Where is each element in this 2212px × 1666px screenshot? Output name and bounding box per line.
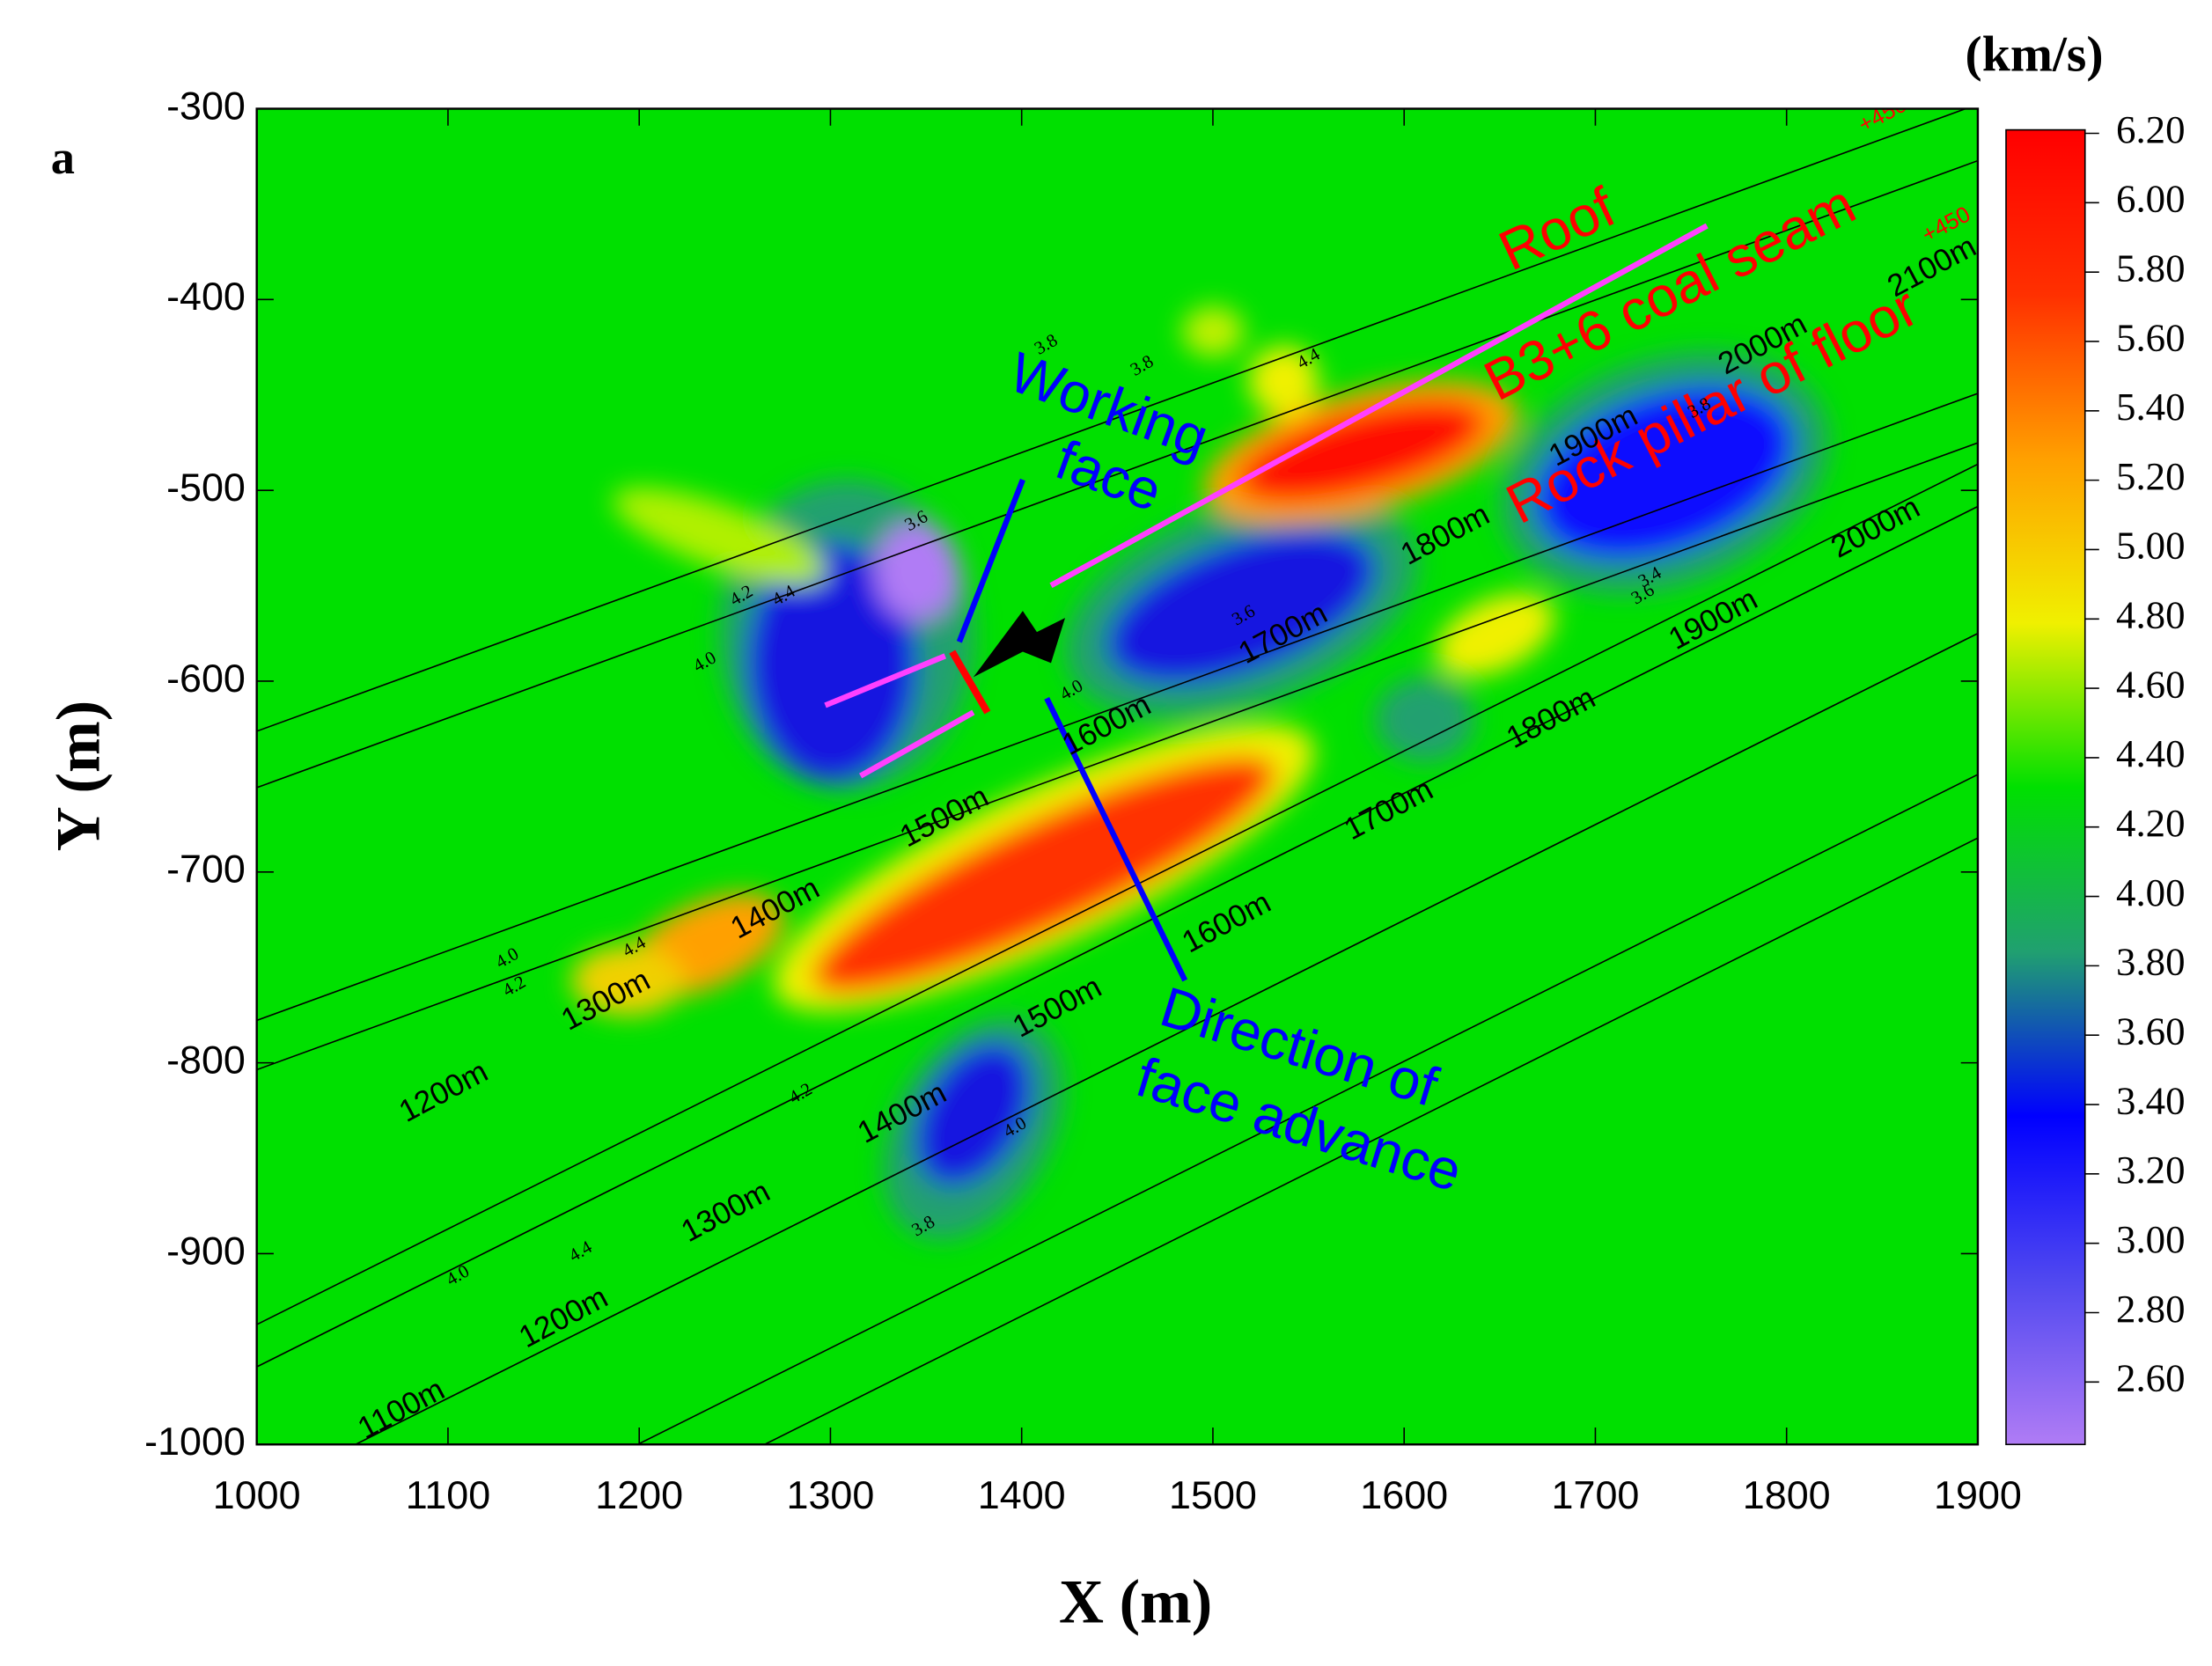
y-tick-label: -400 — [166, 274, 246, 319]
plot-frame — [255, 107, 1980, 1446]
advance-arrow-head — [973, 611, 1066, 678]
x-tick-label: 1700 — [1552, 1472, 1640, 1517]
y-tick-label: -600 — [166, 656, 246, 701]
y-axis-title: Y (m) — [44, 701, 113, 852]
colorbar-tick-label: 2.80 — [2116, 1287, 2186, 1331]
x-tick-label: 1400 — [978, 1472, 1066, 1517]
panel-label: a — [51, 130, 75, 184]
y-tick-label: -300 — [166, 83, 246, 128]
working-face — [949, 650, 991, 715]
colorbar-tick-label: 3.00 — [2116, 1217, 2186, 1261]
y-tick-label: -800 — [166, 1037, 246, 1082]
roadways — [256, 108, 1978, 1445]
colorbar-tick-label: 6.20 — [2116, 107, 2186, 151]
pointer-arrows — [956, 478, 1188, 982]
colorbar-tick-label: 3.80 — [2116, 940, 2186, 984]
anomalies — [571, 305, 1829, 1240]
y-tick-label: -900 — [166, 1228, 246, 1273]
x-tick-label: 1300 — [787, 1472, 875, 1517]
y-tick-label: -700 — [166, 847, 246, 892]
x-tick-label: 1600 — [1360, 1472, 1448, 1517]
x-tick-label: 1800 — [1743, 1472, 1831, 1517]
colorbar-tick-label: 4.60 — [2116, 662, 2186, 706]
colorbar — [2005, 128, 2086, 1446]
colorbar-tick-label: 4.40 — [2116, 731, 2186, 775]
colorbar-tick-label: 4.00 — [2116, 870, 2186, 914]
colorbar-tick-label: 5.80 — [2116, 246, 2186, 290]
colorbar-tick-label: 4.20 — [2116, 801, 2186, 845]
x-tick-label: 1900 — [1934, 1472, 2022, 1517]
x-tick-label: 1100 — [406, 1472, 490, 1517]
x-tick-label: 1200 — [595, 1472, 683, 1517]
x-tick-label: 1500 — [1169, 1472, 1257, 1517]
colorbar-tick-label: 3.60 — [2116, 1009, 2186, 1053]
colorbar-tick-label: 3.40 — [2116, 1078, 2186, 1122]
x-tick-label: 1000 — [213, 1472, 301, 1517]
colorbar-title: (km/s) — [1966, 27, 2104, 83]
colorbar-tick-label: 4.80 — [2116, 593, 2186, 637]
colorbar-tick-label: 5.60 — [2116, 315, 2186, 359]
colorbar-tick-label: 5.20 — [2116, 454, 2186, 498]
colorbar-tick-label: 3.20 — [2116, 1148, 2186, 1192]
face-markers — [824, 223, 1709, 779]
y-tick-label: -500 — [166, 465, 246, 510]
y-tick-label: -1000 — [144, 1419, 246, 1464]
colorbar-tick-label: 6.00 — [2116, 177, 2186, 221]
colorbar-tick-label: 2.60 — [2116, 1356, 2186, 1400]
x-axis-title: X (m) — [1059, 1567, 1212, 1636]
colorbar-tick-label: 5.40 — [2116, 385, 2186, 429]
colorbar-tick-label: 5.00 — [2116, 524, 2186, 568]
